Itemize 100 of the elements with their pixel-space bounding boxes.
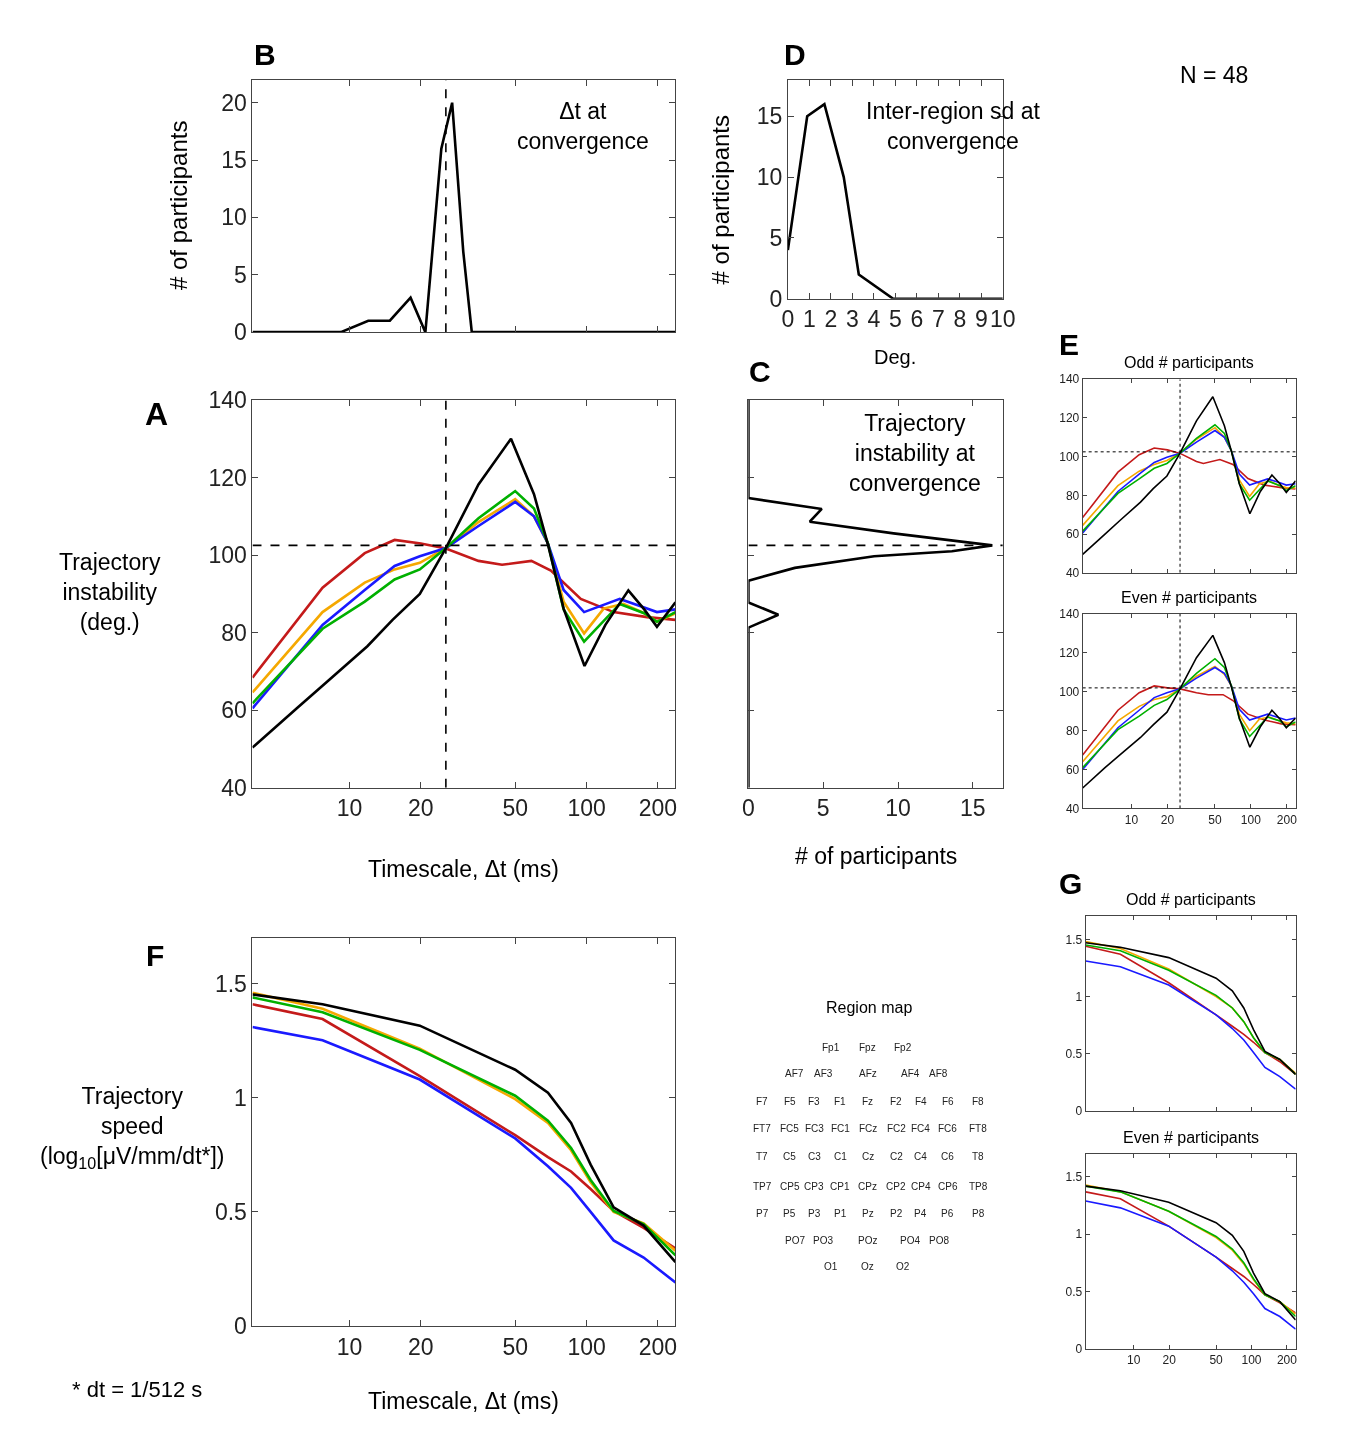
x-tick-label: 10 [1127,1352,1141,1367]
y-tick-label: 0.5 [1065,1284,1083,1299]
text: Fp2 [894,1042,912,1053]
y-tick-label: 1.5 [1065,932,1083,947]
y-tick-label: 140 [208,386,247,413]
text: CP1 [830,1181,850,1192]
text: Pz [862,1208,874,1219]
y-tick-label: 80 [1065,723,1080,738]
x-tick-label: 50 [1208,812,1222,827]
text: A [145,396,169,432]
x-tick-label: 9 [974,306,988,333]
x-tick-label: 5 [888,306,902,333]
y-tick-label: 100 [1059,449,1080,464]
x-tick-label: 50 [502,795,529,822]
x-tick-label: 4 [867,306,881,333]
y-tick-label: 100 [1059,684,1080,699]
y-tick-label: 1 [234,1084,247,1111]
y-tick-label: 120 [1059,646,1080,661]
y-tick-label: 40 [1065,565,1080,580]
text: P4 [914,1208,927,1219]
text: AF4 [901,1068,920,1079]
y-tick-label: 40 [1065,801,1080,816]
x-tick-label: 100 [1240,812,1262,827]
y-tick-label: 80 [1065,488,1080,503]
y-tick-label: 60 [221,697,247,724]
x-tick-label: 10 [336,795,363,822]
text: P7 [756,1208,769,1219]
y-tick-label: 1 [1075,989,1083,1004]
y-tick-label: 120 [1059,411,1080,426]
x-tick-label: 2 [824,306,838,333]
text: B [254,38,276,71]
x-tick-label: 6 [910,306,924,333]
text: O1 [824,1261,838,1272]
annotation: Δt at convergence [517,98,649,154]
y-tick-label: 10 [221,204,247,231]
text: TP8 [969,1181,988,1192]
text: C1 [834,1151,848,1162]
x-tick-label: 5 [816,795,830,822]
y-tick-label: 120 [208,464,247,491]
y-tick-label: 0.5 [214,1198,247,1225]
x-tick-label: 100 [567,795,606,822]
text: AF3 [814,1068,833,1079]
y-tick-label: 0 [234,1313,247,1340]
y-tick-label: 0 [1075,1104,1083,1119]
text: FC3 [805,1123,825,1134]
text: PO8 [929,1235,950,1246]
x-tick-label: 200 [638,795,678,822]
x-tick-label: 20 [408,795,434,822]
x-axis-title: Deg. [874,346,917,368]
text: C2 [890,1151,904,1162]
y-tick-label: 15 [221,147,247,174]
x-tick-label: 1 [802,306,816,333]
text: C5 [783,1151,797,1162]
x-tick-label: 50 [1209,1352,1224,1367]
text: Region map [826,999,913,1016]
text: FC5 [780,1123,800,1134]
y-tick-label: 5 [769,224,783,251]
text: FT8 [969,1123,988,1134]
text: AFz [859,1068,877,1079]
text: FC6 [938,1123,958,1134]
x-tick-label: 200 [1276,812,1298,827]
x-tick-label: 10 [336,1333,363,1360]
text: E [1059,328,1080,361]
y-tick-label: 60 [1065,762,1080,777]
y-tick-label: 1.5 [214,970,247,997]
y-tick-label: 0 [769,285,783,312]
x-tick-label: 3 [845,306,859,333]
text: P3 [808,1208,821,1219]
y-tick-label: 80 [221,619,247,646]
x-tick-label: 200 [638,1333,678,1360]
text: F5 [784,1096,797,1107]
x-tick-label: 200 [1276,1352,1298,1367]
text: FT7 [753,1123,772,1134]
text: Fpz [859,1042,876,1053]
text: FC1 [831,1123,851,1134]
x-axis-title: # of participants [795,843,958,869]
text: CP3 [804,1181,824,1192]
x-tick-label: 10 [990,306,1016,333]
text: C6 [941,1151,955,1162]
text: * dt = 1/512 s [72,1377,203,1402]
text: N = 48 [1180,62,1249,88]
text: CP2 [886,1181,906,1192]
x-tick-label: 20 [408,1333,434,1360]
x-tick-label: 20 [1162,1352,1177,1367]
text: Oz [861,1261,874,1272]
x-tick-label: 7 [931,306,945,333]
y-tick-label: 140 [1059,607,1080,622]
text: D [784,38,806,71]
chart-title: Even # participants [1121,589,1258,606]
text: CP6 [938,1181,958,1192]
text: P5 [783,1208,796,1219]
text: AF7 [785,1068,804,1079]
x-tick-label: 10 [885,795,911,822]
text: F4 [915,1096,928,1107]
y-tick-label: 140 [1059,372,1080,387]
text: PO3 [813,1235,834,1246]
text: F8 [972,1096,985,1107]
text: F1 [834,1096,847,1107]
y-axis-title: Trajectory speed (log$_{10}$[μV/mm/dt*]) [40,1083,225,1172]
text: Fp1 [822,1042,840,1053]
